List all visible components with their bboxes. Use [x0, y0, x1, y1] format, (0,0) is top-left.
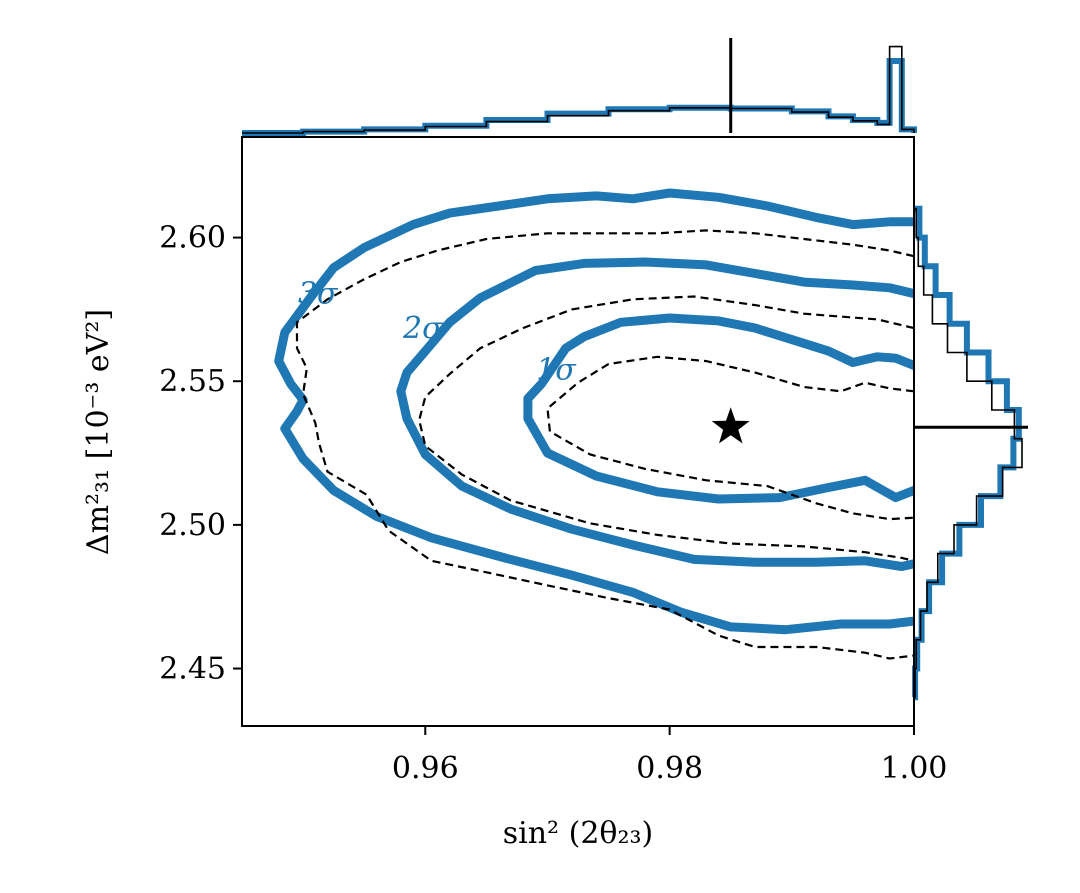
- reference-contour-ref-1: [546, 355, 914, 521]
- best-fit-star: [711, 407, 750, 444]
- contour-3sigma: [274, 188, 914, 635]
- y-axis-ticks: 2.45 2.50 2.55 2.60: [159, 221, 242, 687]
- sigma-labels: 1σ 2σ 3σ: [298, 277, 577, 388]
- x-tick-label: 1.00: [881, 751, 948, 786]
- plot-frame: [241, 136, 915, 727]
- right-marginal-histogram: [912, 205, 1028, 701]
- top-hist-blue: [242, 58, 917, 136]
- y-tick-label: 2.60: [159, 221, 226, 256]
- right-hist-black: [914, 208, 1023, 699]
- y-tick-label: 2.55: [159, 364, 226, 399]
- reference-contour-ref-3: [295, 229, 914, 660]
- x-tick-label: 0.96: [392, 751, 459, 786]
- x-axis-ticks: 0.96 0.98 1.00: [392, 726, 948, 786]
- sigma-label-3sigma: 3σ: [298, 277, 339, 312]
- top-marginal-histogram: [242, 38, 917, 136]
- x-tick-label: 0.98: [636, 751, 703, 786]
- contour-2sigma: [396, 257, 914, 571]
- sigma-label-1sigma: 1σ: [536, 353, 577, 388]
- y-axis-label: Δm²₃₁ [10⁻³ eV²]: [81, 309, 116, 555]
- y-tick-label: 2.50: [159, 508, 226, 543]
- right-hist-blue: [912, 205, 1022, 701]
- top-hist-black: [242, 45, 915, 134]
- y-tick-label: 2.45: [159, 652, 226, 687]
- contour-1sigma: [523, 313, 914, 504]
- sigma-label-2sigma: 2σ: [402, 311, 444, 346]
- best-fit-star-marker: [711, 407, 750, 444]
- x-axis-label: sin² (2θ₂₃): [503, 816, 653, 851]
- reference-contour-ref-2: [418, 295, 914, 562]
- contour-lines: [274, 188, 914, 660]
